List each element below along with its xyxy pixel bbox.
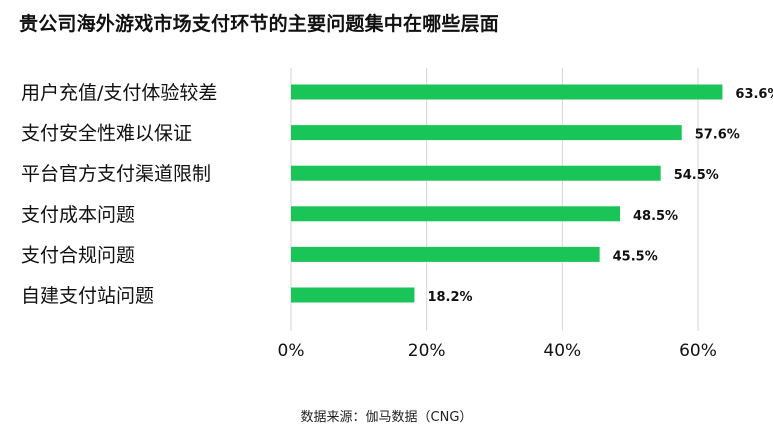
bar (291, 246, 600, 262)
bar (291, 84, 723, 100)
x-tick-label: 40% (543, 341, 581, 361)
bar (291, 125, 682, 141)
category-label: 支付合规问题 (21, 244, 135, 266)
x-tick-label: 0% (278, 341, 305, 361)
category-label: 支付安全性难以保证 (21, 123, 192, 145)
bar-chart: 用户充值/支付体验较差 63.6% 支付安全性难以保证 57.6% 平台官方支付渠道限制… (21, 68, 773, 361)
value-label: 57.6% (695, 128, 740, 143)
value-label: 63.6% (735, 87, 773, 102)
label-layer: 用户充值/支付体验较差 63.6% 支付安全性难以保证 57.6% 平台官方支付渠道限制… (21, 82, 773, 307)
value-label: 54.5% (674, 168, 719, 183)
x-tick-label: 20% (408, 341, 446, 361)
source-note: 数据来源：伽马数据（CNG） (300, 410, 473, 425)
value-label: 48.5% (633, 209, 678, 224)
bar (291, 165, 661, 181)
grid-layer (290, 68, 699, 331)
value-label: 45.5% (613, 249, 658, 264)
x-tick-label: 60% (679, 341, 717, 361)
category-label: 自建支付站问题 (21, 285, 154, 307)
chart-title: 贵公司海外游戏市场支付环节的主要问题集中在哪些层面 (19, 13, 500, 35)
category-label: 支付成本问题 (21, 204, 135, 226)
category-label: 用户充值/支付体验较差 (21, 82, 217, 104)
x-axis-ticks: 0% 20% 40% 60% (278, 341, 717, 361)
value-label: 18.2% (427, 290, 472, 305)
bar (291, 287, 415, 303)
category-label: 平台官方支付渠道限制 (21, 163, 211, 185)
bar (291, 206, 620, 222)
bar-layer (291, 84, 723, 303)
